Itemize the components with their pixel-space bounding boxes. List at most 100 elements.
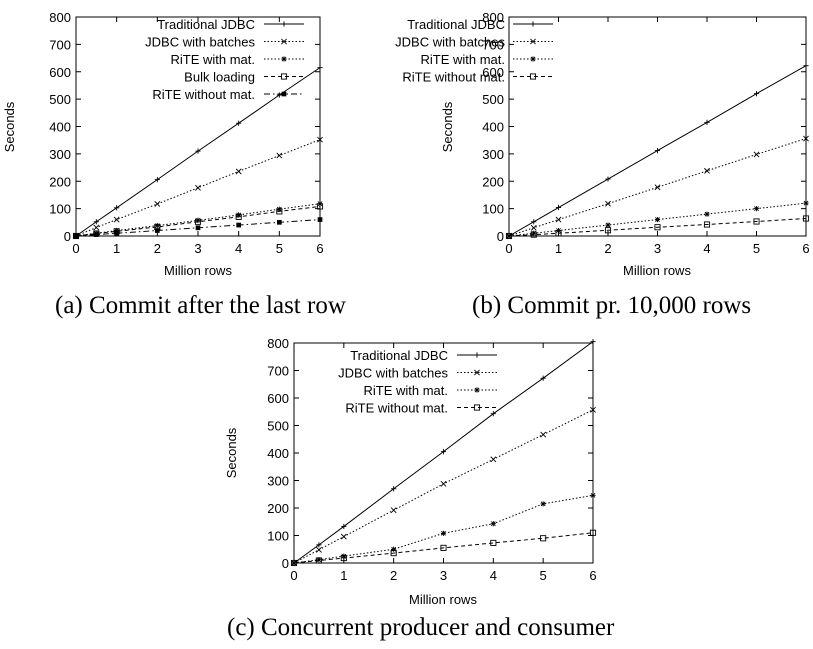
y-tick-label: 800 xyxy=(482,10,504,25)
series-line xyxy=(293,341,594,564)
x-tick-label: 3 xyxy=(194,241,201,256)
series-1 xyxy=(291,406,596,566)
data-point xyxy=(317,136,323,143)
x-tick-label: 1 xyxy=(340,568,347,583)
data-point xyxy=(704,211,710,217)
data-point xyxy=(531,219,537,225)
data-point xyxy=(114,230,120,236)
data-point xyxy=(154,177,160,183)
data-point xyxy=(315,557,322,564)
x-tick-label: 3 xyxy=(654,241,661,256)
data-point xyxy=(276,219,282,225)
x-tick-label: 2 xyxy=(390,568,397,583)
x-axis-label: Million rows xyxy=(409,592,477,607)
data-point xyxy=(753,91,760,97)
data-point xyxy=(440,480,447,487)
y-tick-label: 700 xyxy=(482,37,504,52)
y-tick-label: 0 xyxy=(497,229,504,244)
data-point xyxy=(195,225,201,231)
legend-marker xyxy=(530,21,536,27)
y-tick-label: 300 xyxy=(49,147,71,162)
x-tick-label: 6 xyxy=(589,568,596,583)
y-tick-label: 100 xyxy=(267,529,289,544)
data-point xyxy=(340,555,347,562)
series-0 xyxy=(506,63,809,239)
data-point xyxy=(803,63,809,69)
data-point xyxy=(605,176,611,182)
legend-label: RiTE with mat. xyxy=(363,383,448,398)
data-point xyxy=(654,184,661,191)
legend-label: Traditional JDBC xyxy=(407,17,505,32)
data-point xyxy=(540,375,546,381)
data-point xyxy=(490,456,497,463)
data-point xyxy=(753,218,760,225)
data-point xyxy=(540,431,547,438)
legend-marker xyxy=(530,56,536,62)
data-point xyxy=(654,224,661,231)
data-point xyxy=(490,411,496,417)
caption-a: (a) Commit after the last row xyxy=(55,292,346,319)
data-point xyxy=(802,215,810,222)
data-point xyxy=(317,65,323,71)
data-point xyxy=(315,546,322,553)
data-point xyxy=(340,533,347,540)
y-tick-label: 100 xyxy=(49,202,71,217)
data-point xyxy=(93,219,99,225)
y-axis-label: Seconds xyxy=(440,101,455,152)
legend-label: Bulk loading xyxy=(184,70,255,85)
data-point xyxy=(316,542,322,548)
data-point xyxy=(154,201,161,207)
series-line xyxy=(508,202,807,237)
series-line xyxy=(293,494,594,564)
data-point xyxy=(530,224,537,231)
data-point xyxy=(194,218,202,225)
y-tick-label: 700 xyxy=(49,37,71,52)
legend-label: RiTE without mat. xyxy=(152,87,255,102)
data-point xyxy=(154,228,160,233)
y-tick-label: 600 xyxy=(49,65,71,80)
y-tick-label: 400 xyxy=(49,120,71,135)
data-point xyxy=(236,222,242,228)
data-point xyxy=(803,135,809,142)
data-point xyxy=(505,232,513,240)
y-tick-label: 400 xyxy=(482,120,504,135)
data-point xyxy=(604,227,612,234)
data-point xyxy=(113,216,120,223)
data-point xyxy=(703,221,711,228)
data-point xyxy=(590,492,596,498)
caption-c: (c) Concurrent producer and consumer xyxy=(227,614,615,641)
x-tick-label: 2 xyxy=(604,241,611,256)
y-tick-label: 300 xyxy=(482,147,504,162)
data-point xyxy=(654,216,661,223)
data-point xyxy=(555,216,562,223)
data-point xyxy=(530,231,537,238)
y-tick-label: 800 xyxy=(267,336,289,351)
data-point xyxy=(276,208,283,215)
legend-label: RiTE without mat. xyxy=(402,70,505,85)
data-point xyxy=(440,449,447,455)
data-point xyxy=(590,406,596,413)
y-axis-label: Seconds xyxy=(224,427,239,478)
data-point xyxy=(540,501,546,507)
legend-marker xyxy=(281,38,287,45)
x-tick-label: 5 xyxy=(540,568,547,583)
x-tick-label: 5 xyxy=(753,241,760,256)
data-point xyxy=(753,151,760,158)
legend-label: RiTE with mat. xyxy=(170,52,255,67)
data-point xyxy=(391,486,397,492)
data-point xyxy=(195,184,201,191)
x-tick-label: 0 xyxy=(505,241,512,256)
legend-marker xyxy=(529,73,537,80)
series-0 xyxy=(73,65,323,239)
y-tick-label: 200 xyxy=(267,501,289,516)
x-tick-label: 6 xyxy=(316,241,323,256)
legend-marker xyxy=(473,404,481,411)
series-line xyxy=(75,205,321,237)
x-tick-label: 2 xyxy=(154,241,161,256)
data-point xyxy=(73,233,79,239)
x-tick-label: 1 xyxy=(113,241,120,256)
x-axis-label: Million rows xyxy=(623,263,691,278)
legend-label: JDBC with batches xyxy=(338,366,448,381)
